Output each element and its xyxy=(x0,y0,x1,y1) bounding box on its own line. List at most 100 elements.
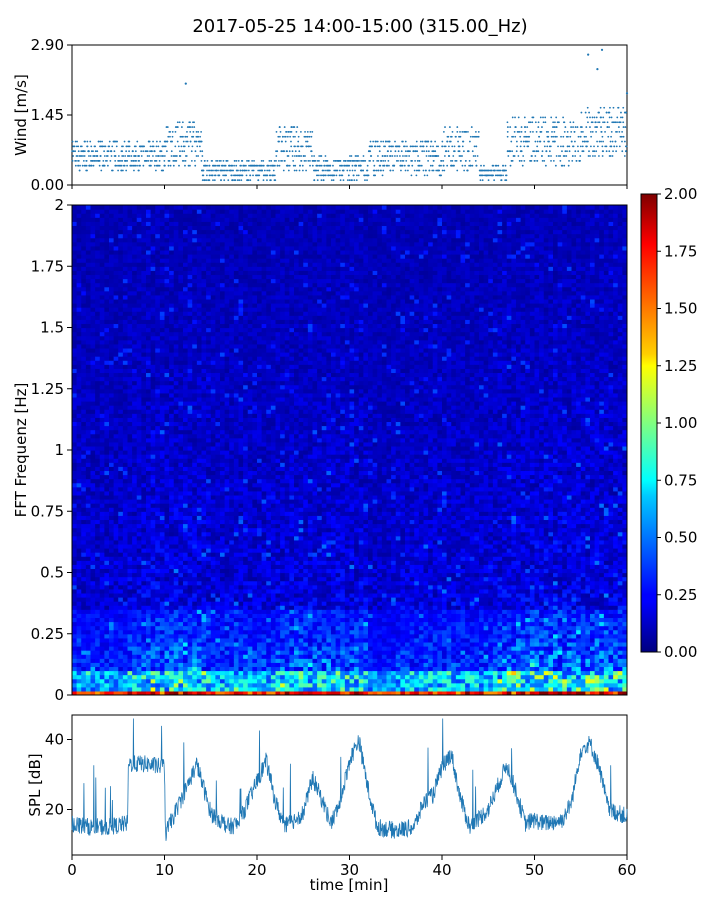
spectrogram-cell xyxy=(164,307,170,312)
spectrogram-cell xyxy=(118,454,124,459)
spectrogram-cell xyxy=(187,564,193,570)
spectrogram-cell xyxy=(127,245,133,251)
spectrogram-cell xyxy=(99,560,105,565)
wind-point xyxy=(432,155,435,157)
wind-point xyxy=(155,145,158,148)
spectrogram-cell xyxy=(146,478,152,484)
spectrogram-cell xyxy=(155,470,161,476)
spectrogram-cell xyxy=(118,372,124,378)
wind-point xyxy=(297,145,300,148)
spectrogram-cell xyxy=(95,258,101,263)
spectrogram-cell xyxy=(173,221,179,227)
spectrogram-cell xyxy=(159,249,166,255)
spectrogram-cell xyxy=(178,323,184,329)
spectrogram-cell xyxy=(132,539,138,545)
wind-point xyxy=(386,140,389,143)
spectrogram-cell xyxy=(95,564,101,570)
spectrogram-cell xyxy=(178,282,184,288)
spectrogram-cell xyxy=(85,466,92,472)
spectrogram-cell xyxy=(155,233,161,239)
spectrogram-cell xyxy=(118,376,124,382)
spectrogram-cell xyxy=(95,548,101,553)
wind-point xyxy=(277,135,280,138)
spectrogram-cell xyxy=(169,417,175,423)
spectrogram-cell xyxy=(146,270,152,276)
spectrogram-cell xyxy=(187,662,193,668)
spectrogram-cell xyxy=(85,654,92,659)
wind-point xyxy=(430,140,433,143)
wind-point xyxy=(563,164,566,167)
spectrogram-cell xyxy=(150,637,156,643)
spectrogram-cell xyxy=(169,490,175,496)
spectrogram-cell xyxy=(99,298,105,304)
wind-point xyxy=(431,169,434,172)
wind-point xyxy=(281,159,283,162)
spectrogram-cell xyxy=(113,327,119,333)
wind-point xyxy=(415,169,418,172)
spectrogram-cell xyxy=(85,311,92,316)
spectrogram-cell xyxy=(150,262,156,267)
spectrogram-cell xyxy=(141,466,147,472)
spectrogram-cell xyxy=(81,486,87,492)
spectrogram-cell xyxy=(173,213,179,218)
spectrogram-cell xyxy=(127,576,133,582)
spectrogram-cell xyxy=(155,274,161,280)
wind-point xyxy=(598,140,601,143)
spectrogram-cell xyxy=(72,572,78,578)
spectrogram-cell xyxy=(113,343,119,349)
spectrogram-cell xyxy=(118,335,124,341)
spectrogram-cell xyxy=(136,437,142,443)
wind-point xyxy=(481,169,484,172)
spectrogram-cell xyxy=(118,690,124,695)
spectrogram-cell xyxy=(76,527,82,533)
wind-point xyxy=(139,164,141,167)
wind-point xyxy=(304,155,306,157)
spectrogram-cell xyxy=(113,352,119,357)
spectrogram-cell xyxy=(164,339,170,345)
spectrogram-cell xyxy=(118,686,124,692)
spectrogram-cell xyxy=(76,482,82,488)
spectrogram-cell xyxy=(169,241,175,247)
spectrogram-cell xyxy=(136,633,142,639)
spectrogram-cell xyxy=(99,249,105,255)
spectrogram-cell xyxy=(187,249,193,255)
spectrogram-cell xyxy=(118,515,124,521)
spectrogram-cell xyxy=(141,535,147,541)
spectrogram-cell xyxy=(173,499,179,504)
spectrogram-cell xyxy=(81,682,87,688)
spectrogram-cell xyxy=(159,405,166,410)
spectrogram-cell xyxy=(104,217,110,222)
spectrogram-cell xyxy=(109,527,115,533)
spectrogram-cell xyxy=(159,625,166,631)
wind-point xyxy=(456,169,459,172)
spectrogram-cell xyxy=(183,650,189,655)
spectrogram-cell xyxy=(95,539,101,545)
spectrogram-cell xyxy=(95,270,101,276)
spectrogram-cell xyxy=(187,262,193,267)
spectrogram-cell xyxy=(72,441,78,447)
wind-point xyxy=(514,116,516,119)
spectrogram-cell xyxy=(183,205,189,210)
spectrogram-cell xyxy=(141,315,147,320)
spectrogram-cell xyxy=(136,486,142,492)
spectrogram-cell xyxy=(132,515,138,521)
spectrogram-cell xyxy=(72,319,78,325)
spectrogram-cell xyxy=(173,282,179,288)
wind-point xyxy=(201,155,204,157)
spectrogram-cell xyxy=(164,258,170,263)
spectrogram-cell xyxy=(192,617,198,623)
spectrogram-cell xyxy=(173,388,179,394)
spectrogram-cell xyxy=(127,335,133,341)
spectrogram-cell xyxy=(90,437,96,443)
spectrogram-cell xyxy=(104,335,110,341)
spectrogram-cell xyxy=(81,572,87,578)
spectrogram-cell xyxy=(85,474,92,480)
spectrogram-cell xyxy=(141,686,147,692)
spectrogram-cell xyxy=(85,307,92,312)
spectrogram-cell xyxy=(159,450,166,455)
wind-point xyxy=(213,169,215,172)
spectrogram-cell xyxy=(183,360,189,365)
spectrogram-cell xyxy=(99,641,105,647)
spectrogram-cell xyxy=(178,654,184,659)
spectrogram-cell xyxy=(155,319,161,325)
